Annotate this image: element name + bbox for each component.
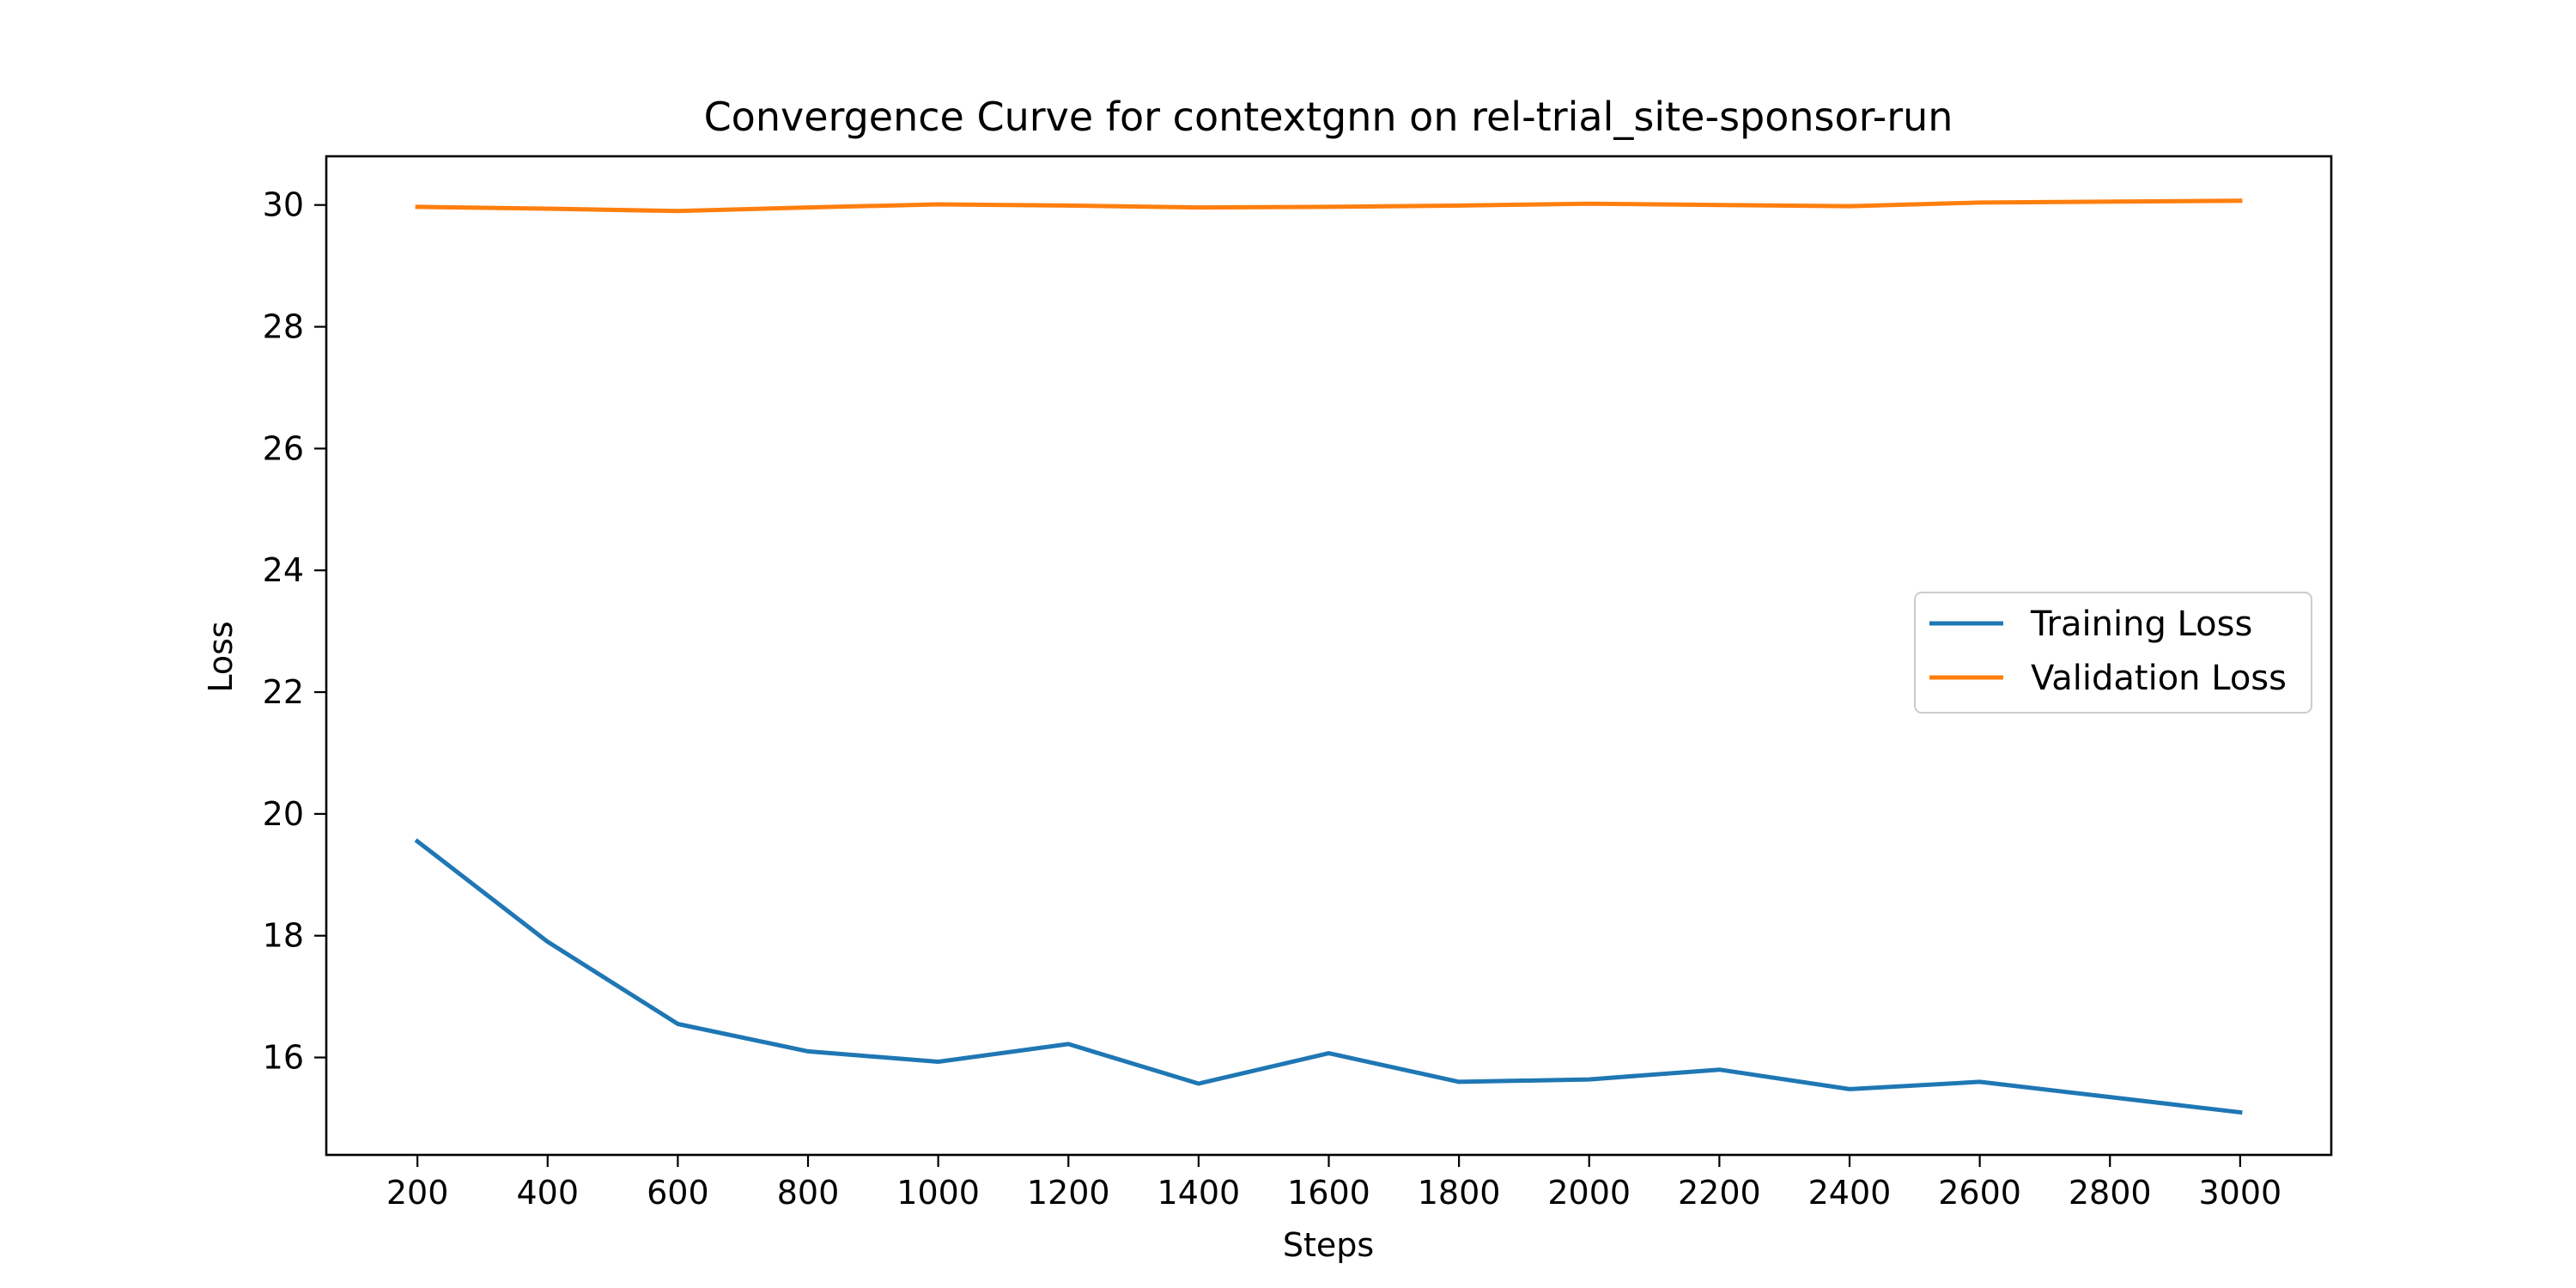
y-tick-label: 26 (263, 429, 304, 467)
x-tick-label: 3000 (2199, 1174, 2282, 1212)
x-axis-label: Steps (1283, 1226, 1374, 1264)
x-tick-label: 1200 (1027, 1174, 1110, 1212)
y-tick-label: 20 (263, 795, 304, 833)
x-axis-ticks: 200 400 600 800 1000 1200 1400 1600 1800 2000 2200… (386, 1155, 2281, 1212)
y-tick-label: 28 (263, 308, 304, 346)
y-tick-label: 18 (263, 917, 304, 955)
x-tick-label: 800 (777, 1174, 840, 1212)
x-tick-label: 400 (516, 1174, 579, 1212)
series-lines (414, 198, 2243, 1115)
x-tick-label: 2200 (1678, 1174, 1761, 1212)
y-tick-label: 24 (263, 551, 304, 589)
y-tick-label: 30 (263, 186, 304, 224)
x-tick-label: 2000 (1547, 1174, 1631, 1212)
x-tick-label: 2800 (2069, 1174, 2152, 1212)
y-tick-label: 16 (263, 1039, 304, 1077)
legend-box (1914, 592, 2312, 714)
legend: Training Loss Validation Loss (1914, 592, 2312, 714)
chart-title: Convergence Curve for contextgnn on rel-… (704, 94, 1953, 140)
x-tick-label: 1000 (896, 1174, 980, 1212)
y-axis-label: Loss (202, 621, 240, 692)
legend-training-label: Training Loss (2030, 605, 2252, 644)
legend-validation-label: Validation Loss (2031, 659, 2287, 698)
x-tick-label: 600 (647, 1174, 709, 1212)
x-tick-label: 1400 (1157, 1174, 1241, 1212)
x-tick-label: 2600 (1938, 1174, 2021, 1212)
y-axis-ticks: 16 18 20 22 24 26 28 30 (263, 186, 326, 1077)
y-tick-label: 22 (263, 673, 304, 711)
x-tick-label: 1800 (1418, 1174, 1501, 1212)
x-tick-label: 200 (386, 1174, 449, 1212)
x-tick-label: 1600 (1287, 1174, 1370, 1212)
validation-loss-line (415, 198, 2243, 214)
x-tick-label: 2400 (1808, 1174, 1892, 1212)
training-loss-line (414, 838, 2243, 1115)
